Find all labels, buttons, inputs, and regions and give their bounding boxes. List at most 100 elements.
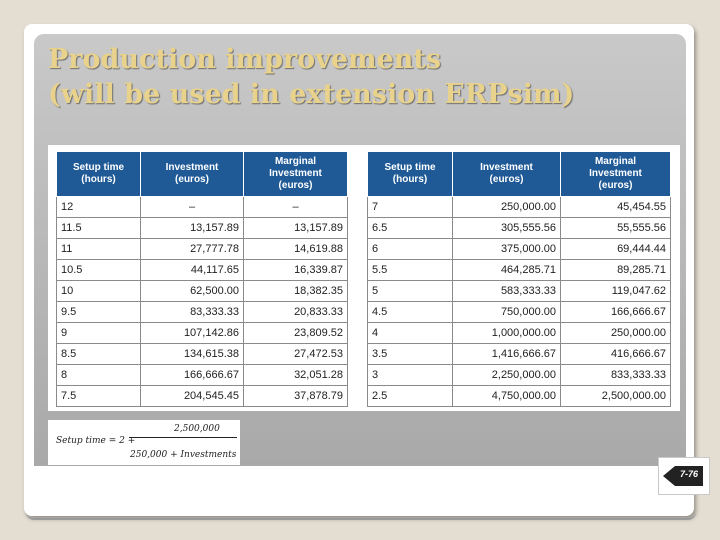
table-cell: 11.5 <box>56 217 141 239</box>
table-cell: 107,142.86 <box>140 322 244 344</box>
table-cell: 8.5 <box>56 343 141 365</box>
table-cell: 10.5 <box>56 259 141 281</box>
table-cell: – <box>140 196 244 218</box>
table-cell: 83,333.33 <box>140 301 244 323</box>
setup-time-table-left: Setup time (hours) Investment (euros) Marg… <box>56 151 348 407</box>
formula-lhs: Setup time = 2 + <box>56 436 136 446</box>
table-cell: 5 <box>367 280 453 302</box>
table-cell: 166,666.67 <box>140 364 244 386</box>
table-row: 9 107,142.86 23,809.52 <box>56 322 348 344</box>
table-row: 3.5 1,416,666.67 416,666.67 <box>367 343 671 365</box>
slide-title: Production improvements (will be used in… <box>48 42 574 112</box>
table-cell: 1,000,000.00 <box>452 322 561 344</box>
table-cell: 13,157.89 <box>243 217 348 239</box>
table-cell: 32,051.28 <box>243 364 348 386</box>
table-cell: 1,416,666.67 <box>452 343 561 365</box>
table-cell: 8 <box>56 364 141 386</box>
table-cell: 27,777.78 <box>140 238 244 260</box>
slide-bottom-edge <box>26 510 696 520</box>
table-cell: 2.5 <box>367 385 453 407</box>
table-row: 10.5 44,117.65 16,339.87 <box>56 259 348 281</box>
table-cell: 2,500,000.00 <box>560 385 671 407</box>
slide-title-line-1: Production improvements <box>48 44 442 75</box>
table-header-row: Setup time (hours) Investment (euros) Marg… <box>367 151 671 197</box>
table-row: 12– – <box>56 196 348 218</box>
table-row: 6 375,000.00 69,444.44 <box>367 238 671 260</box>
slide-title-line-2: (will be used in extension ERPsim) <box>48 79 575 110</box>
table-cell: 18,382.35 <box>243 280 348 302</box>
table-cell: 2,250,000.00 <box>452 364 561 386</box>
table-cell: 6 <box>367 238 453 260</box>
table-row: 11.5 13,157.89 13,157.89 <box>56 217 348 239</box>
table-cell: 13,157.89 <box>140 217 244 239</box>
table-cell: 3.5 <box>367 343 453 365</box>
table-image: Setup time (hours) Investment (euros) Marg… <box>48 145 680 411</box>
table-row: 3 2,250,000.00 833,333.33 <box>367 364 671 386</box>
table-cell: 27,472.53 <box>243 343 348 365</box>
page-number-badge: 7-76 <box>658 457 710 495</box>
column-header: Marginal Investment (euros) <box>243 151 348 197</box>
table-cell: 204,545.45 <box>140 385 244 407</box>
table-cell: 583,333.33 <box>452 280 561 302</box>
table-cell: 20,833.33 <box>243 301 348 323</box>
column-header: Marginal Investment (euros) <box>560 151 671 197</box>
column-header: Setup time (hours) <box>367 151 453 197</box>
table-header-row: Setup time (hours) Investment (euros) Marg… <box>56 151 348 197</box>
table-cell: 166,666.67 <box>560 301 671 323</box>
table-row: 7 250,000.00 45,454.55 <box>367 196 671 218</box>
table-cell: 16,339.87 <box>243 259 348 281</box>
table-cell: 10 <box>56 280 141 302</box>
table-cell: 416,666.67 <box>560 343 671 365</box>
table-cell: 9 <box>56 322 141 344</box>
table-row: 2.5 4,750,000.00 2,500,000.00 <box>367 385 671 407</box>
table-cell: 89,285.71 <box>560 259 671 281</box>
table-cell: 44,117.65 <box>140 259 244 281</box>
table-row: 4.5 750,000.00 166,666.67 <box>367 301 671 323</box>
table-cell: 464,285.71 <box>452 259 561 281</box>
table-cell: 833,333.33 <box>560 364 671 386</box>
table-row: 8.5 134,615.38 27,472.53 <box>56 343 348 365</box>
table-cell: 250,000.00 <box>560 322 671 344</box>
table-row: 8 166,666.67 32,051.28 <box>56 364 348 386</box>
table-row: 9.5 83,333.33 20,833.33 <box>56 301 348 323</box>
table-cell: 9.5 <box>56 301 141 323</box>
table-cell: 37,878.79 <box>243 385 348 407</box>
table-cell: 69,444.44 <box>560 238 671 260</box>
table-cell: 3 <box>367 364 453 386</box>
table-row: 11 27,777.78 14,619.88 <box>56 238 348 260</box>
table-cell: – <box>243 196 348 218</box>
fraction-bar <box>129 437 237 438</box>
table-cell: 750,000.00 <box>452 301 561 323</box>
table-cell: 4.5 <box>367 301 453 323</box>
column-header: Investment (euros) <box>452 151 561 197</box>
table-cell: 7.5 <box>56 385 141 407</box>
page-number-background <box>675 466 703 486</box>
table-cell: 250,000.00 <box>452 196 561 218</box>
formula-numerator: 2,500,000 <box>174 424 220 434</box>
formula-denominator: 250,000 + Investments <box>130 450 237 460</box>
table-cell: 4 <box>367 322 453 344</box>
slide: Production improvements (will be used in… <box>24 24 694 516</box>
table-cell: 134,615.38 <box>140 343 244 365</box>
column-header: Setup time (hours) <box>56 151 141 197</box>
arrow-left-icon <box>663 466 675 486</box>
table-cell: 305,555.56 <box>452 217 561 239</box>
table-cell: 4,750,000.00 <box>452 385 561 407</box>
setup-time-table-right: Setup time (hours) Investment (euros) Marg… <box>367 151 671 407</box>
table-cell: 6.5 <box>367 217 453 239</box>
table-cell: 375,000.00 <box>452 238 561 260</box>
table-cell: 23,809.52 <box>243 322 348 344</box>
table-row: 5.5 464,285.71 89,285.71 <box>367 259 671 281</box>
table-row: 5 583,333.33 119,047.62 <box>367 280 671 302</box>
table-cell: 55,555.56 <box>560 217 671 239</box>
table-cell: 11 <box>56 238 141 260</box>
table-cell: 62,500.00 <box>140 280 244 302</box>
table-cell: 5.5 <box>367 259 453 281</box>
page-number: 7-76 <box>679 469 698 479</box>
table-cell: 14,619.88 <box>243 238 348 260</box>
column-header: Investment (euros) <box>140 151 244 197</box>
table-row: 6.5 305,555.56 55,555.56 <box>367 217 671 239</box>
table-cell: 7 <box>367 196 453 218</box>
setup-time-formula: Setup time = 2 + 2,500,000 250,000 + Inv… <box>48 420 240 465</box>
table-cell: 12 <box>56 196 141 218</box>
